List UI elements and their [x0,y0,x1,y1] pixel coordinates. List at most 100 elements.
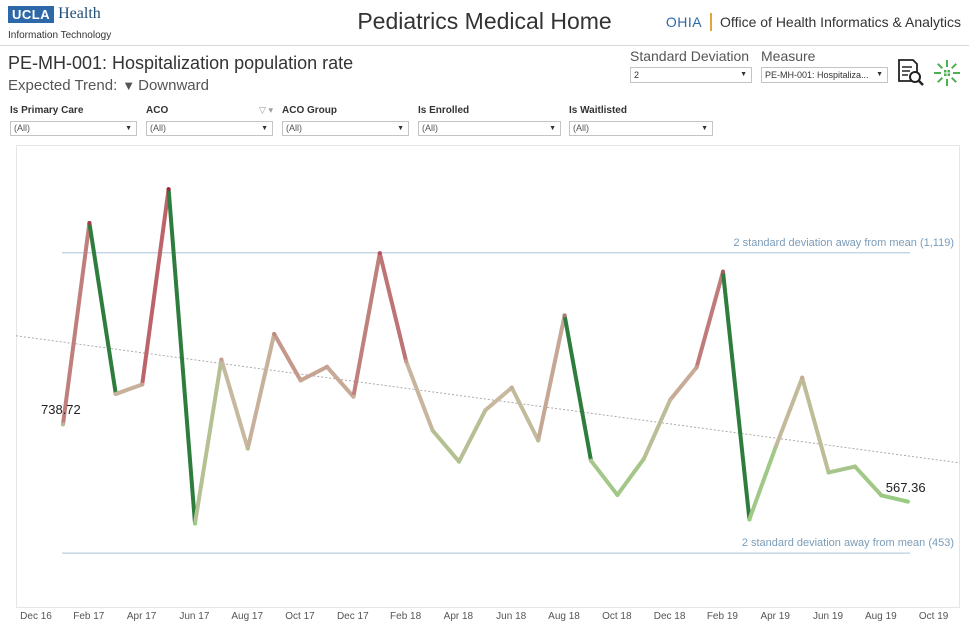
filter-funnel-icon[interactable]: ▽ ▾ [259,105,273,115]
filter-dropdown[interactable]: (All) ▼ [418,121,561,136]
dropdown-arrow-icon: ▼ [876,71,883,78]
line-segment [430,428,461,464]
line-segment [747,444,778,522]
line-segment [351,251,382,399]
x-tick-label: Feb 19 [706,611,738,622]
std-dev-dropdown[interactable]: 2 ▼ [630,67,752,83]
data-point [219,357,224,362]
filter-label: Is Waitlisted [569,105,627,116]
data-point [879,493,884,498]
x-tick-label: Aug 17 [231,611,264,622]
logo-health-text: Health [58,5,101,22]
trend-line [16,335,960,464]
filter-value: (All) [14,123,30,133]
measure-value: PE-MH-001: Hospitaliza... [765,70,869,80]
data-point [325,364,329,369]
report-search-icon[interactable] [896,58,926,93]
x-tick-label: Oct 17 [285,611,315,622]
filter-label: ACO [146,105,169,116]
data-point [589,458,593,463]
logo-ucla-text: UCLA [8,5,55,23]
ucla-health-logo: UCLA Health Information Technology [8,4,116,42]
measure-dropdown[interactable]: PE-MH-001: Hospitaliza... ▼ [761,67,888,83]
line-segment [589,458,620,497]
x-tick-label: Apr 17 [126,611,157,622]
line-segment [61,221,92,427]
line-segment [509,385,541,443]
x-tick-label: Dec 16 [20,611,52,622]
dropdown-arrow-icon: ▼ [740,71,747,78]
ohia-abbreviation: OHIA [665,14,703,30]
filter-value: (All) [286,123,302,133]
measure-parameter: Measure PE-MH-001: Hospitaliza... ▼ [761,48,888,83]
data-point [245,446,250,451]
data-point [853,464,857,469]
line-segment [800,375,831,475]
line-segment [219,357,250,451]
line-segment [404,359,435,433]
data-point [615,492,620,497]
filter-label: Is Primary Care [10,105,84,116]
data-point [641,456,646,461]
line-segment [826,464,857,475]
line-segment [853,464,884,498]
reference-line-label: 2 standard deviation away from mean (1,1… [733,236,954,249]
x-tick-label: Dec 18 [653,611,686,622]
x-tick-label: Apr 18 [443,611,474,622]
x-tick-label: Aug 18 [548,611,580,622]
filter-dropdown[interactable]: (All) ▼ [282,121,409,136]
dropdown-arrow-icon: ▼ [125,125,132,132]
filter-dropdown[interactable]: (All) ▼ [146,121,273,136]
app-header: UCLA Health Information Technology Pedia… [0,0,969,46]
line-segment [140,187,171,387]
data-point [140,382,145,387]
data-point [509,385,514,390]
data-point [905,499,910,504]
std-dev-value: 2 [634,70,640,80]
line-segment [721,269,752,522]
line-segment [694,269,725,370]
data-point [457,459,461,464]
line-segment [193,357,224,526]
x-tick-label: Jun 18 [496,611,527,622]
filter-label: ACO Group [282,105,337,116]
filter-value: (All) [422,123,438,133]
line-segment [166,187,197,526]
ohia-branding: OHIA Office of Health Informatics & Anal… [666,13,961,31]
metric-title: PE-MH-001: Hospitalization population ra… [8,53,354,73]
last-value-label: 567.36 [885,479,926,495]
expected-trend: Expected Trend: ▼ Downward [8,77,209,94]
x-tick-label: Oct 19 [918,611,949,622]
line-segment [87,221,118,396]
line-segment [377,251,409,364]
x-tick-label: Feb 18 [390,611,422,622]
line-segment [298,364,329,383]
data-point [404,359,409,364]
data-point [562,313,567,318]
dropdown-arrow-icon: ▼ [701,125,708,132]
reference-line-label: 2 standard deviation away from mean (453… [741,537,954,550]
filter-is-enrolled: Is Enrolled (All) ▼ [418,105,561,136]
std-dev-parameter: Standard Deviation 2 ▼ [630,48,752,83]
data-point [826,470,831,475]
dropdown-arrow-icon: ▼ [261,125,268,132]
filter-is-primary-care: Is Primary Care (All) ▼ [10,105,137,136]
line-chart: 2 standard deviation away from mean (1,1… [16,145,960,632]
filter-value: (All) [573,123,589,133]
plot-border [16,145,960,608]
line-segment [536,313,567,443]
filter-label: Is Enrolled [418,105,470,116]
line-segment [773,375,805,449]
dropdown-arrow-icon: ▼ [549,125,556,132]
filter-dropdown[interactable]: (All) ▼ [10,121,137,136]
chart-canvas [16,145,960,608]
filter-is-waitlisted: Is Waitlisted (All) ▼ [569,105,713,136]
line-segment [615,456,646,497]
data-point [377,251,382,256]
data-point [773,444,778,449]
filter-dropdown[interactable]: (All) ▼ [569,121,713,136]
data-point [87,221,92,226]
line-segment [272,331,303,383]
x-tick-label: Jun 19 [812,611,844,622]
dropdown-arrow-icon: ▼ [397,125,404,132]
